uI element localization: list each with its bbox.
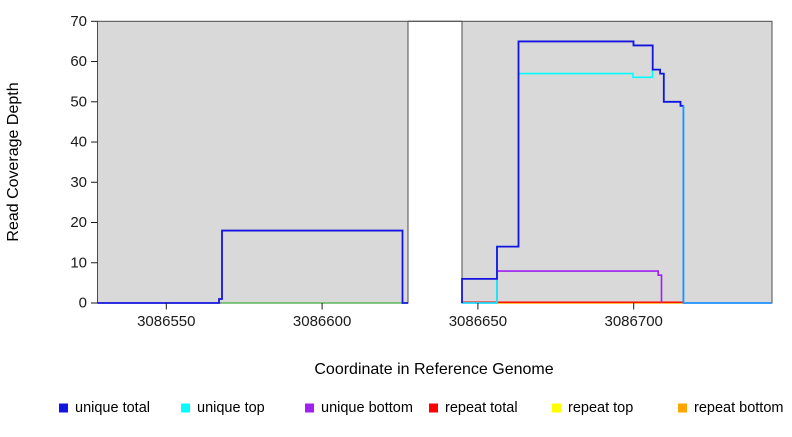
svg-text:50: 50	[70, 93, 87, 110]
svg-text:3086550: 3086550	[137, 313, 195, 330]
svg-text:60: 60	[70, 53, 87, 70]
svg-text:unique total: unique total	[75, 400, 150, 416]
svg-text:3086650: 3086650	[449, 313, 507, 330]
svg-text:40: 40	[70, 134, 87, 151]
svg-text:repeat bottom: repeat bottom	[694, 400, 783, 416]
svg-text:70: 70	[70, 13, 87, 30]
svg-text:unique top: unique top	[197, 400, 265, 416]
svg-text:10: 10	[70, 254, 87, 271]
svg-text:30: 30	[70, 174, 87, 191]
svg-text:repeat total: repeat total	[445, 400, 518, 416]
svg-text:20: 20	[70, 214, 87, 231]
svg-text:repeat top: repeat top	[568, 400, 633, 416]
svg-text:3086600: 3086600	[293, 313, 351, 330]
svg-text:0: 0	[79, 295, 87, 312]
svg-text:unique bottom: unique bottom	[321, 400, 413, 416]
svg-text:Coordinate in Reference Genome: Coordinate in Reference Genome	[314, 361, 553, 378]
svg-text:Read Coverage Depth: Read Coverage Depth	[5, 82, 22, 241]
svg-text:3086700: 3086700	[604, 313, 662, 330]
